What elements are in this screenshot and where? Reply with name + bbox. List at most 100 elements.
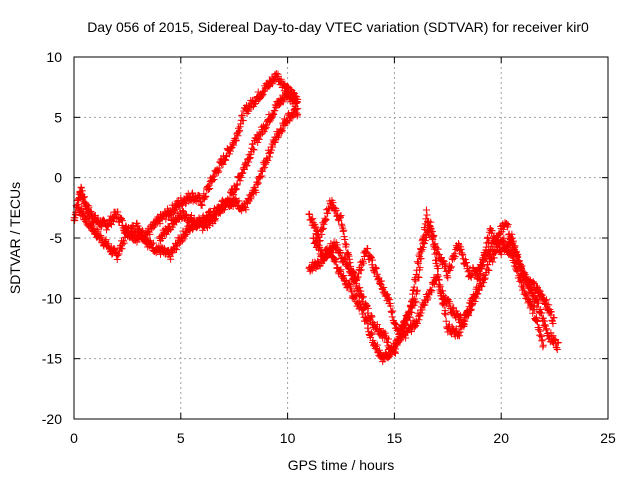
data-point bbox=[532, 317, 540, 325]
data-point bbox=[434, 265, 442, 273]
data-point bbox=[410, 283, 418, 291]
data-point bbox=[368, 261, 376, 269]
data-point bbox=[274, 70, 282, 78]
data-point bbox=[464, 310, 472, 318]
data-point bbox=[506, 234, 514, 242]
data-point bbox=[396, 332, 404, 340]
data-point bbox=[427, 225, 435, 233]
data-point bbox=[414, 258, 422, 266]
data-point bbox=[329, 199, 337, 207]
data-point bbox=[539, 343, 547, 351]
data-point bbox=[336, 268, 344, 276]
data-point bbox=[94, 227, 102, 235]
data-point bbox=[222, 156, 230, 164]
data-point bbox=[442, 311, 450, 319]
data-point bbox=[392, 321, 400, 329]
data-point bbox=[512, 248, 520, 256]
data-point bbox=[341, 254, 349, 262]
data-point bbox=[427, 218, 435, 226]
data-point bbox=[181, 232, 189, 240]
data-point bbox=[288, 92, 296, 100]
series-track-c bbox=[155, 105, 302, 245]
data-point bbox=[277, 75, 285, 83]
data-point bbox=[278, 128, 286, 136]
data-point bbox=[535, 324, 543, 332]
data-point bbox=[444, 274, 452, 282]
data-point bbox=[407, 298, 415, 306]
data-point bbox=[542, 326, 550, 334]
data-point bbox=[341, 240, 349, 248]
data-point bbox=[513, 266, 521, 274]
data-point bbox=[182, 210, 190, 218]
data-point bbox=[415, 316, 423, 324]
data-point bbox=[238, 112, 246, 120]
data-point bbox=[423, 211, 431, 219]
data-point bbox=[413, 288, 421, 296]
data-point bbox=[305, 210, 313, 218]
data-point bbox=[534, 296, 542, 304]
data-point bbox=[554, 339, 562, 347]
data-point bbox=[215, 164, 223, 172]
data-point bbox=[265, 118, 273, 126]
x-tick-label: 0 bbox=[70, 430, 78, 446]
data-point bbox=[484, 261, 492, 269]
data-point bbox=[324, 209, 332, 217]
data-point bbox=[212, 215, 220, 223]
data-point bbox=[239, 165, 247, 173]
data-point bbox=[352, 292, 360, 300]
data-point bbox=[383, 291, 391, 299]
data-point bbox=[359, 293, 367, 301]
data-point bbox=[259, 91, 267, 99]
data-point bbox=[364, 324, 372, 332]
data-point bbox=[171, 205, 179, 213]
data-point bbox=[254, 138, 262, 146]
y-tick-label: 0 bbox=[54, 170, 62, 186]
data-point bbox=[515, 257, 523, 265]
data-point bbox=[422, 233, 430, 241]
data-point bbox=[305, 210, 313, 218]
data-point bbox=[390, 319, 398, 327]
data-point bbox=[521, 290, 529, 298]
data-point bbox=[210, 172, 218, 180]
data-point bbox=[238, 169, 246, 177]
y-tick-label: -10 bbox=[42, 290, 62, 306]
data-point bbox=[539, 341, 547, 349]
data-point bbox=[206, 184, 214, 192]
x-tick-label: 5 bbox=[177, 430, 185, 446]
data-point bbox=[247, 193, 255, 201]
data-point bbox=[337, 266, 345, 274]
data-point bbox=[373, 270, 381, 278]
series-track-b bbox=[74, 88, 302, 263]
chart-title: Day 056 of 2015, Sidereal Day-to-day VTE… bbox=[87, 19, 589, 35]
data-point bbox=[234, 132, 242, 140]
data-point bbox=[535, 299, 543, 307]
data-point bbox=[478, 282, 486, 290]
data-point bbox=[495, 236, 503, 244]
data-point bbox=[396, 337, 404, 345]
data-point bbox=[483, 234, 491, 242]
data-point bbox=[545, 301, 553, 309]
data-point bbox=[511, 262, 519, 270]
data-point bbox=[151, 222, 159, 230]
data-point bbox=[490, 254, 498, 262]
data-point bbox=[478, 263, 486, 271]
data-point bbox=[322, 215, 330, 223]
data-point bbox=[356, 266, 364, 274]
data-point bbox=[503, 220, 511, 228]
data-point bbox=[434, 272, 442, 280]
data-point bbox=[260, 128, 268, 136]
data-point bbox=[193, 223, 201, 231]
data-point bbox=[344, 249, 352, 257]
data-point bbox=[484, 233, 492, 241]
data-point bbox=[430, 245, 438, 253]
data-point bbox=[455, 329, 463, 337]
data-point bbox=[352, 279, 360, 287]
data-point bbox=[529, 302, 537, 310]
data-point bbox=[206, 213, 214, 221]
data-point bbox=[268, 146, 276, 154]
data-point bbox=[533, 303, 541, 311]
data-point bbox=[320, 217, 328, 225]
data-point bbox=[464, 268, 472, 276]
data-point bbox=[527, 284, 535, 292]
y-tick-label: 10 bbox=[46, 49, 62, 65]
